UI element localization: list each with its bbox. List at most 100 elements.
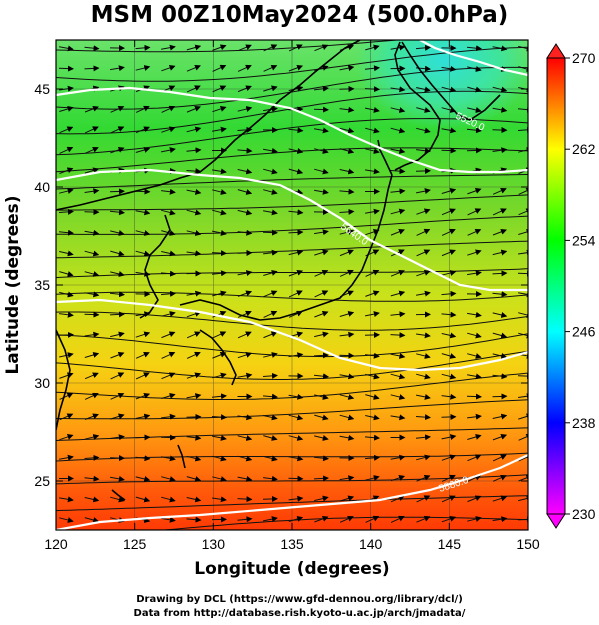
wind-arrow: [135, 250, 151, 257]
wind-arrow: [288, 475, 304, 482]
wind-arrow: [416, 332, 431, 339]
wind-arrow: [288, 455, 304, 462]
wind-arrow: [237, 516, 253, 523]
wind-arrow: [186, 516, 202, 523]
wind-arrow: [186, 64, 201, 72]
wind-arrow: [263, 414, 278, 421]
wind-arrow: [518, 433, 528, 441]
wind-arrow: [212, 126, 227, 133]
wind-arrow: [59, 271, 74, 277]
streamline: [56, 291, 528, 302]
wind-arrow: [263, 455, 278, 462]
wind-arrow: [492, 228, 507, 236]
wind-arrow: [467, 86, 482, 93]
wind-arrow: [161, 311, 176, 317]
wind-arrow: [467, 270, 482, 277]
wind-arrow: [110, 434, 125, 441]
wind-arrow: [59, 167, 74, 174]
wind-arrow: [365, 475, 380, 481]
wind-arrow: [517, 516, 528, 523]
wind-arrow: [110, 496, 125, 503]
colorbar-tick-label: 262: [572, 141, 596, 157]
wind-arrow: [492, 45, 508, 52]
wind-arrow: [416, 208, 431, 215]
wind-arrow: [492, 433, 508, 441]
wind-arrow: [237, 189, 253, 195]
wind-arrow: [84, 167, 100, 174]
wind-arrow: [364, 65, 380, 72]
wind-arrow: [467, 413, 482, 420]
wind-arrow: [263, 310, 278, 318]
wind-arrow: [110, 372, 125, 380]
wind-arrow: [390, 394, 406, 400]
wind-arrow: [441, 373, 457, 380]
wind-arrow: [492, 516, 508, 523]
wind-arrow: [390, 188, 406, 195]
wind-arrow: [186, 372, 202, 379]
wind-arrow: [467, 249, 482, 256]
wind-arrow: [263, 147, 278, 154]
wind-arrow: [441, 188, 457, 194]
wind-arrow: [416, 454, 431, 461]
wind-arrow: [212, 85, 227, 93]
wind-arrow: [390, 515, 405, 523]
wind-arrow: [84, 372, 99, 380]
credits: Drawing by DCL (https://www.gfd-dennou.o…: [0, 593, 599, 621]
wind-arrow: [339, 394, 355, 400]
wind-arrow: [441, 311, 457, 318]
wind-arrow: [237, 229, 253, 236]
wind-arrow: [441, 208, 456, 216]
wind-arrow: [263, 64, 278, 72]
wind-arrow: [364, 434, 380, 441]
y-axis-title: Latitude (degrees): [3, 195, 23, 374]
wind-arrow: [518, 474, 528, 482]
wind-arrow: [161, 476, 176, 482]
wind-arrow: [492, 454, 507, 462]
wind-arrow: [467, 495, 482, 503]
wind-arrow: [59, 517, 74, 523]
y-tick-label: 25: [34, 473, 50, 489]
wind-arrow: [263, 475, 278, 482]
wind-arrow: [517, 270, 528, 277]
wind-arrow: [313, 475, 329, 482]
x-tick-label: 140: [359, 536, 383, 552]
wind-arrow: [441, 393, 457, 400]
y-tick-label: 45: [34, 81, 50, 97]
wind-arrow: [237, 147, 253, 154]
wind-arrow: [415, 414, 431, 421]
wind-arrow: [416, 188, 431, 195]
wind-arrow: [237, 372, 253, 379]
wind-arrow: [212, 496, 227, 503]
colorbar-tick-label: 230: [572, 506, 596, 522]
wind-arrow: [314, 290, 329, 298]
wind-arrow: [314, 249, 329, 256]
wind-arrow: [467, 454, 482, 462]
wind-arrow: [518, 332, 528, 339]
wind-arrow: [59, 291, 74, 298]
wind-arrow: [84, 454, 100, 461]
wind-arrow: [186, 393, 202, 400]
wind-arrow: [416, 270, 431, 277]
wind-arrow: [339, 311, 355, 317]
wind-arrow: [339, 352, 355, 359]
wind-arrow: [135, 209, 151, 216]
wind-arrow: [84, 126, 99, 134]
wind-arrow: [466, 127, 482, 134]
wind-arrow: [135, 392, 151, 400]
wind-arrow: [84, 434, 100, 440]
wind-arrow: [110, 230, 125, 236]
wind-arrow: [212, 331, 227, 339]
wind-arrow: [161, 413, 176, 420]
wind-arrow: [466, 45, 482, 52]
y-tick-label: 40: [34, 179, 50, 195]
wind-arrow: [59, 126, 74, 134]
wind-arrow: [518, 45, 528, 52]
wind-arrow: [263, 516, 278, 523]
colorbar-bottom-cap: [546, 513, 566, 529]
wind-arrow: [263, 290, 278, 298]
wind-arrow: [263, 85, 278, 92]
wind-arrow: [161, 188, 176, 195]
wind-arrow: [365, 373, 380, 380]
wind-arrow: [339, 331, 355, 338]
colorbar: 230 238 246 254 262 270: [546, 43, 596, 529]
